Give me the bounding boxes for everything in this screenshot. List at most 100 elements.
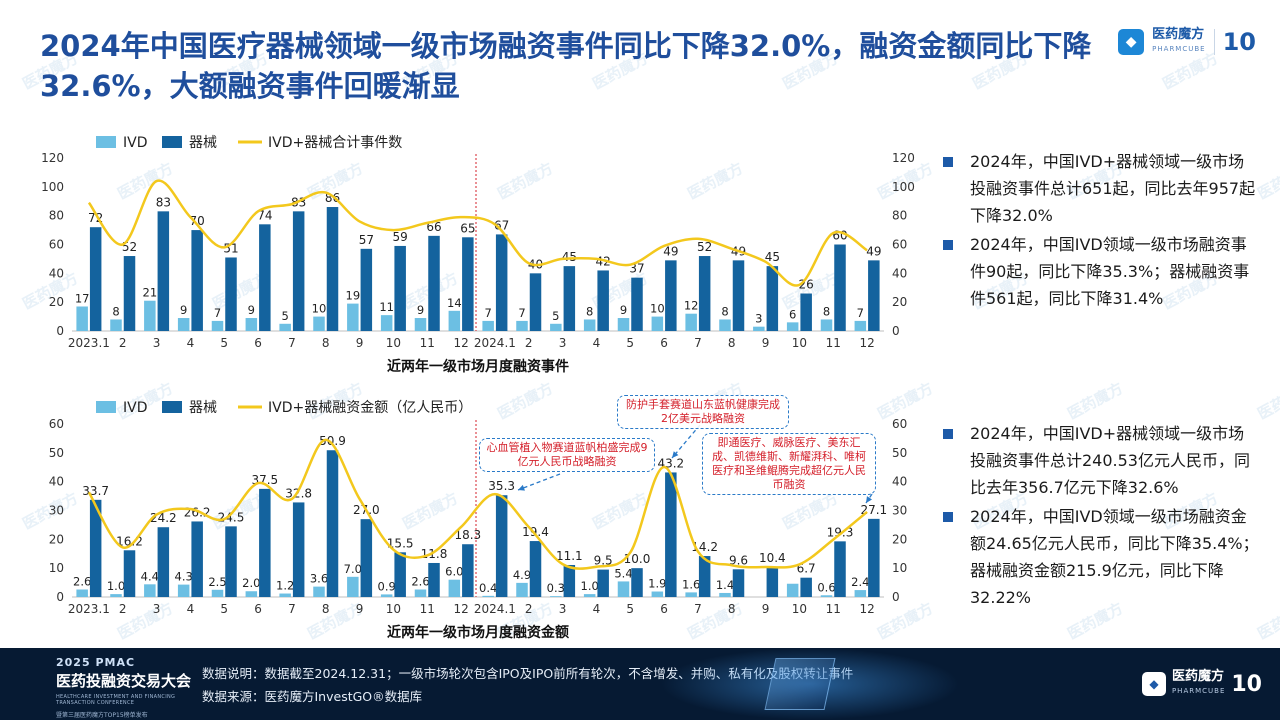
data-label-ivd: 7 <box>857 306 864 320</box>
data-label-device: 10.4 <box>759 551 786 565</box>
x-tick-label: 3 <box>559 336 567 350</box>
y2-tick-label: 30 <box>892 504 907 518</box>
x-tick-label: 10 <box>792 602 807 616</box>
bar-device <box>360 248 373 331</box>
bar-ivd <box>583 594 596 597</box>
y-tick-label: 0 <box>56 324 64 338</box>
bar-device <box>665 260 677 331</box>
y-tick-label: 100 <box>41 180 64 194</box>
bar-ivd <box>516 320 528 331</box>
y-tick-label: 40 <box>49 266 64 280</box>
bar-device <box>529 273 542 331</box>
summary-events: 2024年，中国IVD+器械领域一级市场投融资事件总计651起，同比去年957起… <box>940 148 1260 314</box>
data-label-ivd: 8 <box>823 304 830 318</box>
data-label-device: 24.5 <box>218 510 245 524</box>
bar-ivd <box>753 326 765 331</box>
bar-ivd <box>550 596 562 597</box>
bar-ivd <box>719 592 731 597</box>
bar-ivd <box>380 594 393 597</box>
data-label-device: 59 <box>393 230 408 244</box>
y-tick-label: 30 <box>49 504 64 518</box>
x-tick-label: 12 <box>859 336 874 350</box>
data-label-device: 57 <box>359 233 374 247</box>
data-label-ivd: 1.0 <box>107 579 125 593</box>
bar-ivd <box>617 318 630 331</box>
data-label-device: 19.4 <box>522 525 549 539</box>
data-label-ivd: 1.9 <box>648 577 666 591</box>
data-label-ivd: 10 <box>312 302 327 316</box>
page-title: 2024年中国医疗器械领域一级市场融资事件同比下降32.0%，融资金额同比下降3… <box>40 29 1092 103</box>
bar-ivd <box>820 595 833 597</box>
data-label-ivd: 4.4 <box>141 569 159 583</box>
bar-device <box>834 244 846 331</box>
brand-logo: ◆ 医药魔方 PHARMCUBE 10 <box>1118 28 1256 56</box>
data-label-ivd: 14 <box>447 296 462 310</box>
total-line <box>87 179 868 287</box>
bar-ivd <box>651 591 664 597</box>
data-label-ivd: 8 <box>112 304 119 318</box>
bar-device <box>631 277 643 331</box>
bar-device <box>191 521 203 597</box>
bar-ivd <box>516 582 528 597</box>
data-label-device: 26 <box>799 278 814 292</box>
bar-device <box>766 567 779 597</box>
bar-device <box>394 245 406 331</box>
x-tick-label: 2024.1 <box>474 336 516 350</box>
watermark-text: 医药魔方 <box>1254 378 1280 423</box>
bar-ivd <box>110 319 122 331</box>
bar-ivd <box>245 318 258 331</box>
total-line <box>87 438 868 570</box>
x-tick-label: 8 <box>322 336 330 350</box>
data-label-ivd: 1.2 <box>276 579 294 593</box>
x-tick-label: 4 <box>187 336 195 350</box>
x-tick-label: 9 <box>762 336 770 350</box>
data-label-device: 42 <box>596 254 611 268</box>
annotation-lanfan-boshen: 心血管植入物赛道蓝帆柏盛完成9亿元人民币战略融资 <box>479 438 655 472</box>
data-label-ivd: 0.9 <box>378 579 396 593</box>
bar-ivd <box>279 593 291 597</box>
data-label-device: 70 <box>190 214 205 228</box>
x-tick-label: 8 <box>322 602 330 616</box>
bar-device <box>360 519 373 597</box>
data-label-ivd: 2.6 <box>411 575 429 589</box>
monthly-deal-amount-chart: 0 0 10 10 20 20 30 30 40 40 50 50 60 60 IVD 器械 IVD+器械融资金… <box>49 400 908 641</box>
x-tick-label: 10 <box>792 336 807 350</box>
data-label-ivd: 9 <box>417 303 424 317</box>
bar-device <box>563 266 576 331</box>
bar-ivd <box>76 306 88 331</box>
data-label-device: 45 <box>562 250 577 264</box>
data-label-ivd: 7 <box>518 306 525 320</box>
legend-label-device: 器械 <box>189 135 217 151</box>
x-tick-label: 4 <box>187 602 195 616</box>
data-label-device: 11.1 <box>556 549 583 563</box>
x-tick-label: 2 <box>525 336 533 350</box>
bar-device <box>123 550 136 597</box>
data-label-ivd: 7.0 <box>344 562 362 576</box>
annotation-arrowhead <box>672 451 679 458</box>
annotation-lanfan-health: 防护手套赛道山东蓝帆健康完成2亿美元战略融资 <box>617 395 789 429</box>
y-tick-label: 60 <box>49 417 64 431</box>
y-tick-label: 120 <box>41 151 64 165</box>
bar-device <box>157 527 170 597</box>
legend-swatch-ivd <box>96 136 116 148</box>
x-tick-label: 7 <box>288 336 296 350</box>
data-label-device: 6.7 <box>797 562 816 576</box>
summary-bullet: 2024年，中国IVD领域一级市场融资事件90起，同比下降35.3%；器械融资事… <box>940 231 1260 312</box>
bar-device <box>563 564 576 597</box>
legend-label-device: 器械 <box>189 400 217 416</box>
data-label-device: 49 <box>866 244 881 258</box>
footer-glow <box>660 648 960 720</box>
bar-device <box>191 230 203 331</box>
x-tick-label: 3 <box>153 602 161 616</box>
bar-device <box>157 211 170 331</box>
bar-ivd <box>380 315 393 331</box>
data-label-device: 51 <box>223 241 238 255</box>
y2-tick-label: 80 <box>892 209 907 223</box>
bar-ivd <box>414 318 427 331</box>
data-label-ivd: 7 <box>485 306 492 320</box>
bar-ivd <box>651 316 664 331</box>
annotation-arrow <box>517 473 561 491</box>
bar-ivd <box>786 322 799 331</box>
y2-tick-label: 100 <box>892 180 915 194</box>
bar-ivd <box>211 320 224 331</box>
